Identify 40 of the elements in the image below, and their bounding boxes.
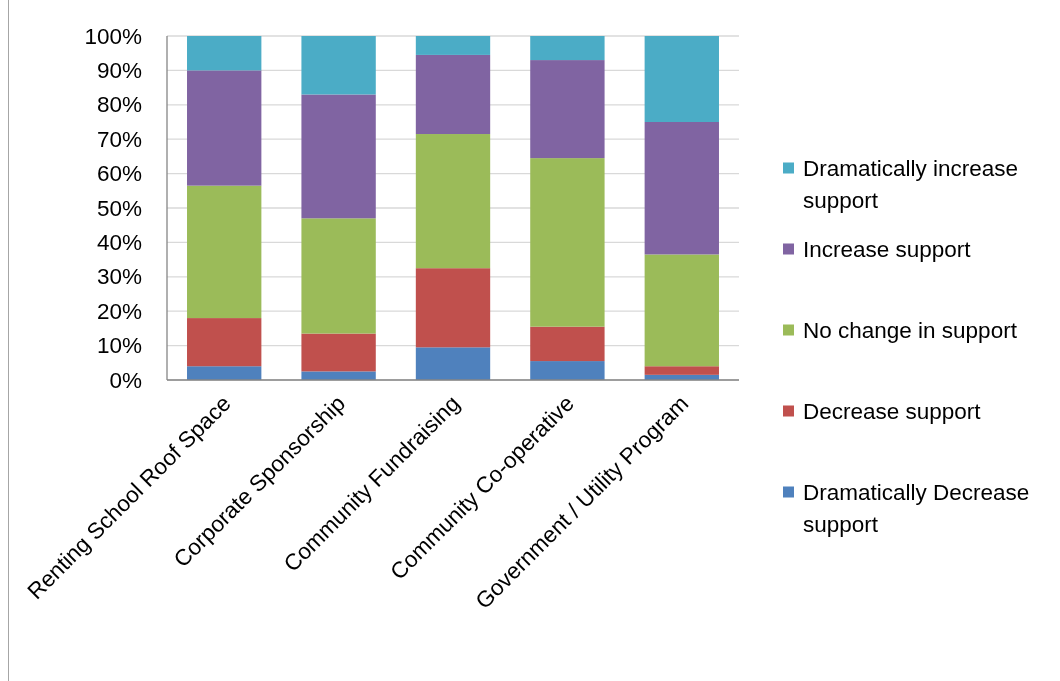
legend-label: Increase support [803,236,972,262]
bar [187,70,262,186]
bar [530,158,605,327]
bar [415,134,491,269]
bar [644,254,719,367]
bar [530,361,605,380]
y-tick-label: 100% [84,23,142,49]
bar [187,185,262,319]
y-tick-label: 0% [109,367,142,393]
bar [530,326,605,362]
bar [415,268,491,348]
legend-label: Decrease support [803,398,982,424]
legend-label: Dramatically increase support [803,155,1019,213]
bar [301,94,376,219]
y-tick-label: 60% [96,161,142,187]
legend-label: No change in support [803,317,1018,343]
bar [644,36,719,122]
bar [301,218,376,334]
y-tick-label: 50% [96,195,142,221]
bar [644,366,719,375]
bar [530,36,605,61]
legend-label: Dramatically Decrease support [803,479,1030,537]
y-tick-label: 30% [96,264,142,290]
bar [301,333,376,372]
bar [301,36,376,95]
bar [530,60,605,159]
bar [187,36,262,71]
bar [415,36,491,55]
y-tick-label: 80% [96,92,142,118]
bar [187,366,262,380]
bar [301,371,376,380]
bar [415,347,491,380]
y-tick-label: 20% [96,298,142,324]
bar [415,54,491,135]
y-tick-label: 90% [96,57,142,83]
bar [187,318,262,367]
y-tick-label: 40% [96,229,142,255]
bar [644,122,719,255]
y-tick-label: 70% [96,126,142,152]
y-tick-label: 10% [96,333,142,359]
